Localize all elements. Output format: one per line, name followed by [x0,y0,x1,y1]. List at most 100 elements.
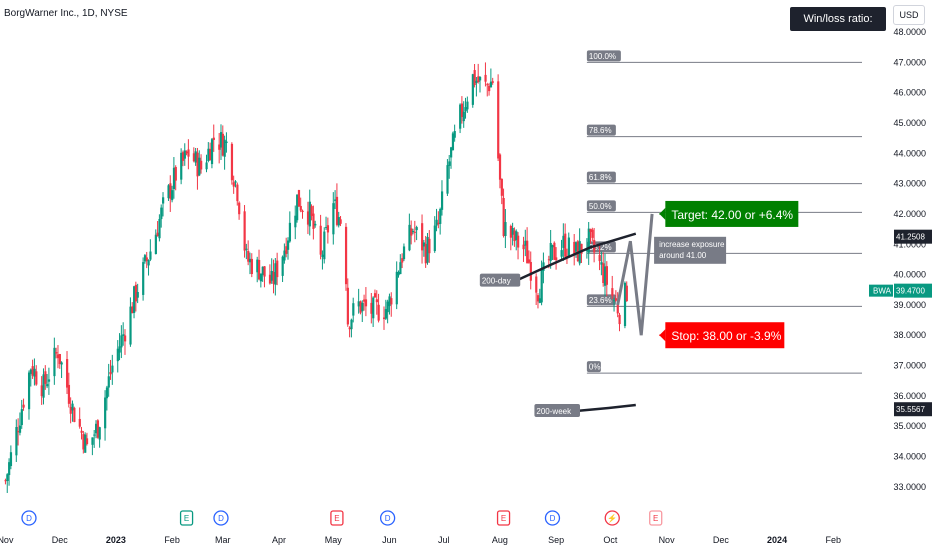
x-tick-label: Dec [52,535,69,545]
candle-body [535,276,538,293]
winloss-badge: Win/loss ratio: 1.4:1 [790,7,886,49]
candle-body [185,151,188,154]
candle-body [515,231,518,241]
candle-body [297,190,301,207]
candle-body [131,306,134,314]
candle-body [321,254,324,257]
x-tick-label: Jul [438,535,450,545]
candle-body [603,266,607,286]
fib-label: 23.6% [589,296,612,305]
x-tick-label: 2023 [106,535,126,545]
event-marker [496,510,511,526]
ma-200week-label: 200-week [536,407,572,416]
candle-body [411,231,415,233]
fib-label-box [586,171,616,183]
candle-body [6,474,9,481]
candle-body [207,148,210,162]
candle-body [332,203,335,235]
candle-body [498,154,502,180]
candle-body [105,387,109,399]
x-tick-label: Dec [713,535,730,545]
candle-body [285,246,288,254]
y-tick-label: 33.0000 [893,482,926,492]
candle-body [225,141,228,144]
candle-body [464,107,467,112]
candle-body [116,348,119,362]
candle-body [527,259,531,263]
candle-body [306,211,310,225]
candle-body [181,152,185,161]
candle-body [397,272,400,276]
candle-body [614,298,618,301]
candle-body [283,250,286,261]
candle-body [424,243,427,264]
y-tick-label: 46.0000 [893,88,926,98]
y-tick-label: 41.0000 [893,239,926,249]
candle-body [4,480,7,482]
fib-label: 50.0% [589,202,612,211]
candle-body [218,144,221,150]
candle-body [308,201,311,227]
symbol-label: BWA [873,287,892,296]
candle-body [272,271,275,284]
candle-body [136,292,139,298]
candle-body [502,198,505,236]
candle-body [453,131,456,138]
candle-body [511,228,514,235]
note-line1: increase exposure [659,240,725,249]
event-glyph: E [334,514,339,523]
candle-body [78,418,81,427]
ma-200day-line [515,232,637,282]
event-marker [330,510,344,526]
candle-body [171,190,174,201]
candle-body [69,406,72,414]
candle-body [20,409,23,426]
ma-200day-label: 200-day [482,277,511,286]
candle-body [372,297,375,319]
y-tick-label: 42.0000 [893,209,926,219]
candle-body [540,269,543,303]
event-marker [649,510,663,526]
y-tick-label: 44.0000 [893,148,926,158]
candle-body [623,282,627,327]
projection-path [616,213,654,336]
candle-body [82,434,85,450]
event-glyph: E [501,514,506,523]
candle-body [497,81,500,159]
price-tag-box [894,229,932,244]
candle-body [210,139,214,165]
symbol-tag [869,284,893,297]
candle-body [247,251,250,262]
event-glyph: D [26,514,32,523]
candle-body [335,196,339,225]
candle-body [346,287,349,325]
candle-body [542,262,545,271]
event-glyph: E [653,514,658,523]
candle-body [538,298,541,303]
candle-body [337,217,340,226]
candle-body [536,295,540,302]
candle-body [40,385,43,397]
candle-body [426,236,429,263]
y-tick-label: 39.0000 [893,300,926,310]
candle-body [488,85,491,92]
candle-body [47,379,51,382]
candle-body [174,167,177,181]
candle-body [22,404,25,408]
candle-body [230,143,234,181]
candle-body [598,254,601,262]
candle-body [248,258,252,263]
fib-label-box [586,124,616,136]
candle-body [55,352,58,354]
currency-button[interactable]: USD [893,5,925,25]
candle-body [462,111,465,122]
candle-body [410,228,413,236]
candle-body [205,162,208,170]
candle-body [517,235,520,248]
fib-label: 38.2% [589,243,612,252]
candle-body [325,227,328,229]
candle-body [466,101,469,110]
candle-body [245,248,248,250]
